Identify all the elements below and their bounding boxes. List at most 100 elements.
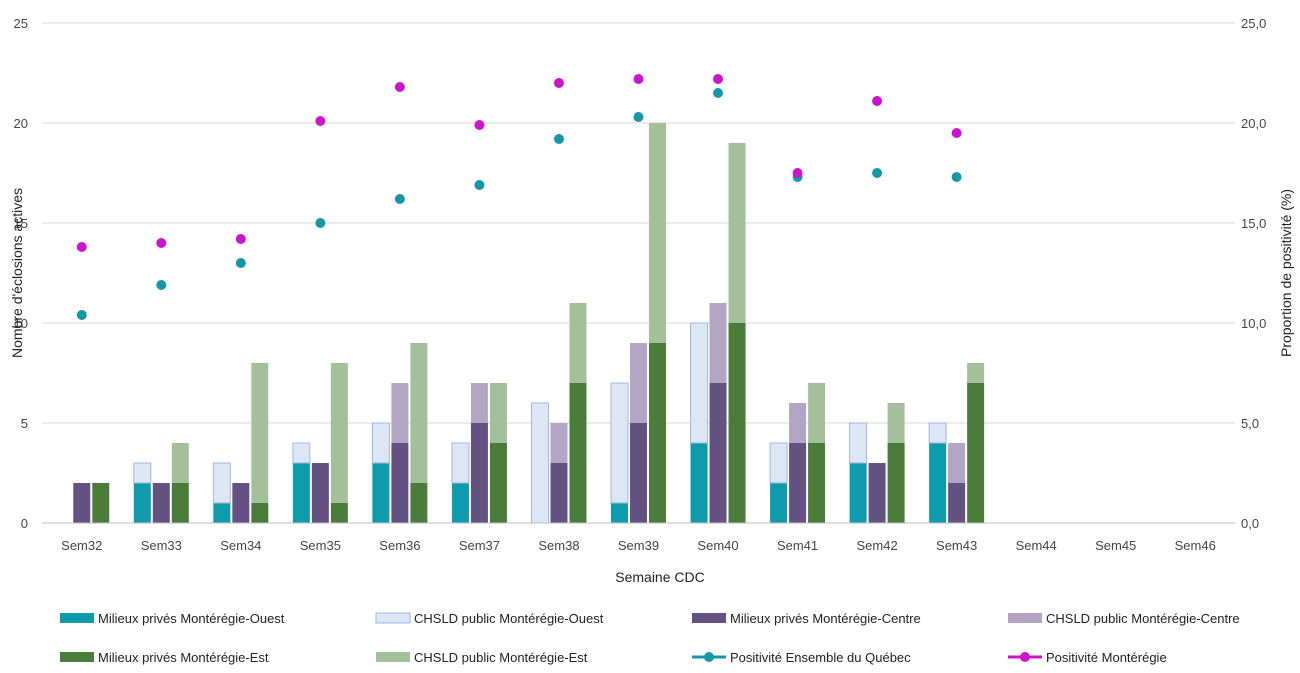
bar-segment bbox=[690, 443, 708, 523]
y2-tick-label: 15,0 bbox=[1241, 216, 1266, 231]
legend-swatch bbox=[60, 652, 94, 662]
x-tick-label: Sem34 bbox=[220, 538, 261, 553]
bar-segment bbox=[371, 422, 390, 464]
bar-segment bbox=[808, 383, 826, 443]
positivity-point bbox=[713, 88, 724, 98]
bar-segment bbox=[152, 483, 170, 523]
bar-segment bbox=[849, 422, 868, 464]
bars bbox=[73, 123, 985, 524]
x-tick-label: Sem37 bbox=[459, 538, 500, 553]
x-tick-label: Sem42 bbox=[856, 538, 897, 553]
x-tick-label: Sem45 bbox=[1095, 538, 1136, 553]
bar-segment bbox=[728, 323, 746, 523]
bar-segment bbox=[610, 382, 629, 504]
x-tick-label: Sem40 bbox=[697, 538, 738, 553]
positivity-point bbox=[76, 310, 87, 320]
bar-segment bbox=[649, 343, 666, 523]
y-axis-title: Nombre d'éclosions actives bbox=[9, 188, 25, 358]
bar-segment bbox=[849, 463, 867, 523]
positivity-point bbox=[394, 82, 405, 92]
positivity-point bbox=[235, 234, 246, 244]
bar-segment bbox=[887, 443, 905, 523]
positivity-point bbox=[315, 116, 326, 126]
bar-segment bbox=[311, 463, 329, 523]
x-tick-label: Sem46 bbox=[1175, 538, 1216, 553]
y2-axis-title: Proportion de positivité (%) bbox=[1278, 189, 1294, 357]
bar-segment bbox=[133, 483, 151, 523]
positivity-point bbox=[474, 180, 485, 190]
y2-tick-label: 5,0 bbox=[1241, 416, 1259, 431]
bar-segment bbox=[251, 363, 269, 503]
positivity-point bbox=[553, 78, 564, 88]
bar-segment bbox=[470, 423, 488, 523]
bar-segment bbox=[690, 322, 709, 444]
legend-label: CHSLD public Montérégie-Centre bbox=[1046, 611, 1240, 626]
x-tick-label: Sem36 bbox=[379, 538, 420, 553]
legend-marker bbox=[704, 652, 714, 662]
legend-label: CHSLD public Montérégie-Est bbox=[414, 650, 588, 665]
bar-segment bbox=[391, 443, 409, 523]
bar-segment bbox=[611, 503, 628, 523]
positivity-point bbox=[872, 96, 883, 106]
bar-segment bbox=[769, 442, 788, 484]
bar-segment bbox=[630, 423, 647, 523]
bar-segment bbox=[391, 383, 409, 443]
positivity-point bbox=[633, 74, 644, 84]
legend-label: Milieux privés Montérégie-Ouest bbox=[98, 611, 285, 626]
legend-swatch bbox=[60, 613, 94, 623]
bar-segment bbox=[789, 443, 807, 523]
bar-segment bbox=[530, 402, 549, 524]
y2-tick-label: 25,0 bbox=[1241, 16, 1266, 31]
legend-swatch bbox=[692, 613, 726, 623]
x-tick-label: Sem35 bbox=[300, 538, 341, 553]
bar-segment bbox=[410, 343, 428, 483]
positivity-point bbox=[76, 242, 87, 252]
y-tick-label: 25 bbox=[14, 16, 28, 31]
x-tick-label: Sem39 bbox=[618, 538, 659, 553]
bar-segment bbox=[928, 422, 947, 444]
bar-segment bbox=[92, 483, 110, 523]
bar-segment bbox=[967, 383, 985, 523]
legend-swatch bbox=[1008, 613, 1042, 623]
bar-segment bbox=[330, 363, 348, 503]
bar-segment bbox=[489, 383, 507, 443]
positivity-point bbox=[951, 172, 962, 182]
x-tick-label: Sem43 bbox=[936, 538, 977, 553]
bar-segment bbox=[372, 463, 390, 523]
bar-segment bbox=[292, 463, 310, 523]
positivity-point bbox=[792, 168, 803, 178]
positivity-point bbox=[872, 168, 883, 178]
legend-marker bbox=[1020, 652, 1030, 662]
bar-segment bbox=[470, 383, 488, 423]
legend-swatch bbox=[376, 652, 410, 662]
y-tick-label: 0 bbox=[21, 516, 28, 531]
bar-segment bbox=[232, 483, 250, 523]
legend-label: Positivité Ensemble du Québec bbox=[730, 650, 911, 665]
y-tick-label: 10 bbox=[14, 316, 28, 331]
positivity-point bbox=[951, 128, 962, 138]
legend-label: Milieux privés Montérégie-Centre bbox=[730, 611, 921, 626]
bar-segment bbox=[569, 303, 587, 383]
bar-segment bbox=[789, 403, 807, 443]
bar-segment bbox=[251, 503, 269, 523]
positivity-point bbox=[156, 280, 167, 290]
y2-tick-label: 10,0 bbox=[1241, 316, 1266, 331]
bar-segment bbox=[133, 462, 152, 484]
bar-segment bbox=[451, 483, 469, 523]
x-tick-label: Sem32 bbox=[61, 538, 102, 553]
bar-segment bbox=[212, 462, 231, 504]
bar-segment bbox=[410, 483, 428, 523]
x-tick-label: Sem33 bbox=[141, 538, 182, 553]
bar-segment bbox=[770, 483, 788, 523]
bar-segment bbox=[451, 442, 470, 484]
bar-segment bbox=[808, 443, 826, 523]
bar-segment bbox=[967, 363, 985, 383]
x-tick-label: Sem44 bbox=[1016, 538, 1057, 553]
bar-segment bbox=[171, 483, 189, 523]
positivity-point bbox=[315, 218, 326, 228]
bar-segment bbox=[649, 123, 666, 343]
y-tick-label: 20 bbox=[14, 116, 28, 131]
legend-label: Positivité Montérégie bbox=[1046, 650, 1167, 665]
legend: Milieux privés Montérégie-Ouest CHSLD pub… bbox=[60, 611, 1240, 665]
bar-segment bbox=[550, 423, 568, 463]
